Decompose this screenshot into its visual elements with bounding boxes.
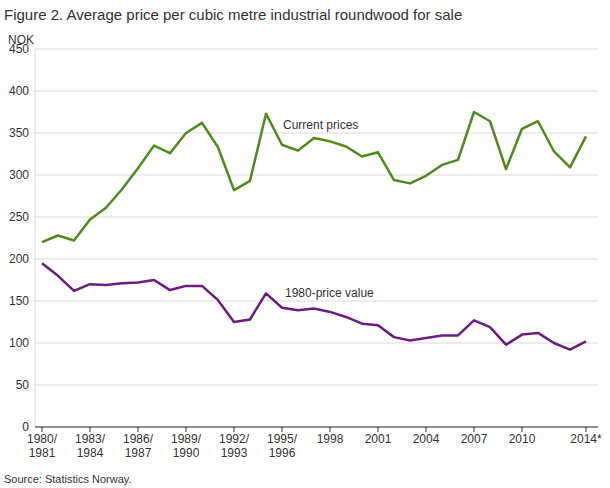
y-axis — [35, 49, 36, 427]
x-tick-label: 1995/1996 — [267, 432, 298, 460]
x-tick-label-part: 1984 — [77, 446, 104, 460]
x-tick-label-part: 1981 — [29, 446, 56, 460]
grid-line — [35, 133, 598, 134]
x-tick-label-part: 1980/ — [27, 432, 58, 446]
series-line — [42, 112, 586, 242]
x-tick-label: 2001 — [365, 432, 392, 446]
y-tick-label: 450 — [9, 42, 29, 56]
chart: Figure 2. Average price per cubic metre … — [0, 0, 610, 488]
x-tick-label: 1992/1993 — [219, 432, 250, 460]
grid-line — [35, 343, 598, 344]
x-tick-label-part: 1990 — [173, 446, 200, 460]
x-tick-label: 2004 — [413, 432, 440, 446]
y-tick-label: 400 — [9, 84, 29, 98]
x-tick-label-part: 1983/ — [75, 432, 106, 446]
x-tick-label: 1980/1981 — [27, 432, 58, 460]
x-tick-label: 1983/1984 — [75, 432, 106, 460]
series-line — [42, 263, 586, 350]
y-tick-label: 250 — [9, 210, 29, 224]
grid-line — [35, 427, 598, 428]
x-tick-label: 1989/1990 — [171, 432, 202, 460]
title: Figure 2. Average price per cubic metre … — [4, 6, 462, 23]
plot-area — [42, 112, 586, 350]
series-label: Current prices — [283, 118, 358, 132]
grid-line — [35, 259, 598, 260]
x-tick-label: 1986/1987 — [123, 432, 154, 460]
y-tick-label: 200 — [9, 252, 29, 266]
source: Source: Statistics Norway. — [4, 473, 132, 485]
x-tick-label-part: 1995/ — [267, 432, 298, 446]
x-axis — [35, 427, 598, 428]
x-tick-label-part: 1993 — [221, 446, 248, 460]
x-tick-label: 2010 — [509, 432, 536, 446]
series-label: 1980-price value — [285, 286, 374, 300]
y-tick-label: 150 — [9, 294, 29, 308]
x-tick-label-part: 1986/ — [123, 432, 154, 446]
grid-line — [35, 175, 598, 176]
grid-line — [35, 301, 598, 302]
grid-line — [35, 385, 598, 386]
x-tick-label: 1998 — [317, 432, 344, 446]
y-tick-label: 300 — [9, 168, 29, 182]
x-tick-label: 2007 — [461, 432, 488, 446]
y-tick-label: 50 — [16, 378, 30, 392]
grid-line — [35, 49, 598, 50]
x-tick-label-part: 1989/ — [171, 432, 202, 446]
grid-line — [35, 91, 598, 92]
x-tick-label-part: 1996 — [269, 446, 296, 460]
y-tick-label: 100 — [9, 336, 29, 350]
y-tick-label: 350 — [9, 126, 29, 140]
x-tick-label-part: 1992/ — [219, 432, 250, 446]
grid-line — [35, 217, 598, 218]
x-tick-label: 2014* — [570, 432, 602, 446]
x-tick-label-part: 1987 — [125, 446, 152, 460]
